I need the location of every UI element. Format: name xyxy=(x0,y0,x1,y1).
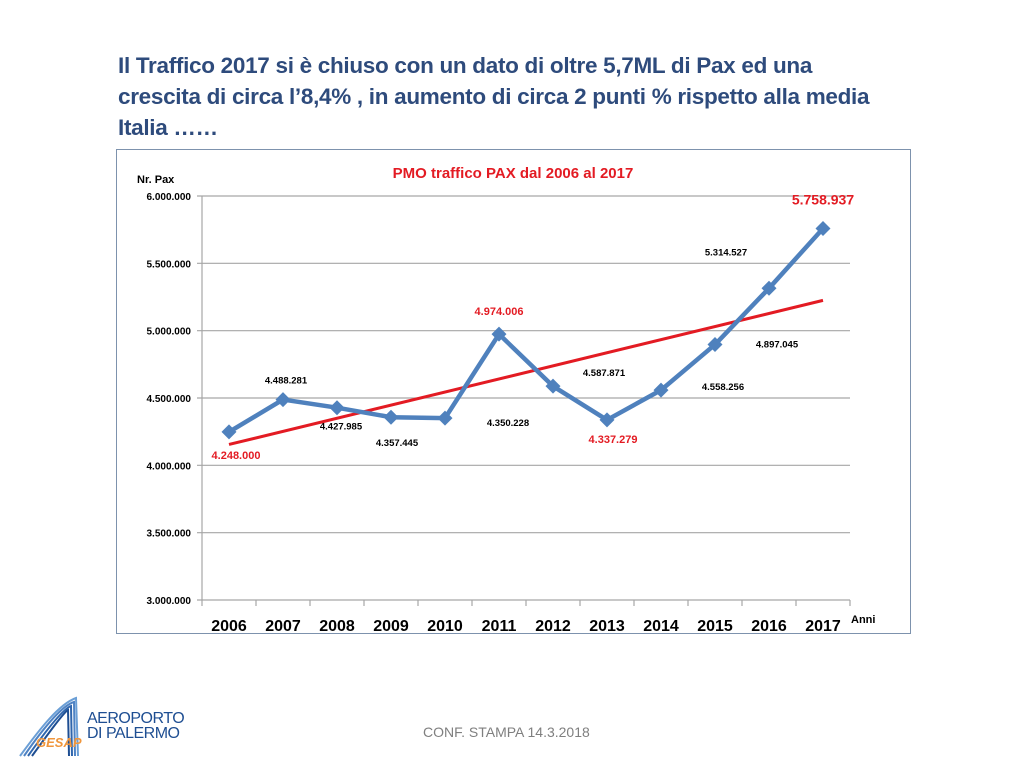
data-point-marker xyxy=(221,424,237,440)
x-tick-label: 2007 xyxy=(265,618,301,635)
footer-text: CONF. STAMPA 14.3.2018 xyxy=(423,724,590,740)
data-label: 4.248.000 xyxy=(212,450,261,462)
data-point-marker xyxy=(329,400,345,416)
x-tick-label: 2011 xyxy=(482,618,517,635)
logo-line-1: AEROPORTO xyxy=(87,710,185,727)
x-tick-label: 2008 xyxy=(319,618,355,635)
data-label: 4.337.279 xyxy=(589,434,638,446)
data-point-marker xyxy=(275,392,291,408)
data-label: 4.427.985 xyxy=(320,422,363,433)
data-label: 4.357.445 xyxy=(376,438,419,449)
data-label: 5.314.527 xyxy=(705,247,747,258)
data-label: 4.974.006 xyxy=(475,306,524,318)
data-point-marker xyxy=(491,326,507,342)
x-tick-label: 2014 xyxy=(643,618,679,635)
data-label: 4.897.045 xyxy=(756,340,799,351)
data-point-marker xyxy=(599,412,615,428)
chart-title: PMO traffico PAX dal 2006 al 2017 xyxy=(393,165,634,182)
data-point-marker xyxy=(815,220,831,236)
airport-arches-logo-icon xyxy=(19,696,79,757)
y-tick-label: 5.500.000 xyxy=(147,259,192,270)
data-label: 5.758.937 xyxy=(792,191,854,207)
data-label: 4.488.281 xyxy=(265,376,308,387)
series-line xyxy=(227,226,825,434)
x-tick-label: 2010 xyxy=(427,618,463,635)
x-tick-label: 2012 xyxy=(535,618,571,635)
data-point-marker xyxy=(707,337,723,353)
logo: AEROPORTO DI PALERMO GESAP xyxy=(14,690,194,760)
data-point-marker xyxy=(761,280,777,296)
x-tick-label: 2009 xyxy=(373,618,409,635)
data-label: 4.587.871 xyxy=(583,368,626,379)
headline-line-2: crescita di circa l’8,4% , in aumento di… xyxy=(118,84,870,109)
logo-brand: GESAP xyxy=(36,735,82,750)
headline-line-1: Il Traffico 2017 si è chiuso con un dato… xyxy=(118,53,813,78)
data-point-marker xyxy=(383,409,399,425)
data-label: 4.558.256 xyxy=(702,382,744,393)
chart-frame xyxy=(116,149,911,634)
x-axis-label: Anni xyxy=(851,614,875,626)
x-tick-label: 2015 xyxy=(697,618,733,635)
data-point-marker xyxy=(437,410,453,426)
data-point-marker xyxy=(545,378,561,394)
headline: Il Traffico 2017 si è chiuso con un dato… xyxy=(118,50,918,143)
y-tick-label: 3.500.000 xyxy=(147,529,192,540)
x-tick-label: 2016 xyxy=(751,618,787,635)
logo-line-2: DI PALERMO xyxy=(87,725,180,742)
y-tick-label: 3.000.000 xyxy=(147,596,192,607)
data-label: 4.350.228 xyxy=(487,418,529,429)
y-axis-label: Nr. Pax xyxy=(137,174,175,186)
y-tick-label: 4.000.000 xyxy=(147,461,192,472)
headline-line-3: Italia …… xyxy=(118,115,218,140)
x-tick-label: 2017 xyxy=(805,618,841,635)
y-tick-label: 6.000.000 xyxy=(147,192,192,203)
y-tick-label: 4.500.000 xyxy=(147,394,192,405)
trend-line xyxy=(228,298,824,446)
x-tick-label: 2006 xyxy=(211,618,247,635)
x-tick-label: 2013 xyxy=(589,618,625,635)
y-tick-label: 5.000.000 xyxy=(147,327,192,338)
data-point-marker xyxy=(653,382,669,398)
